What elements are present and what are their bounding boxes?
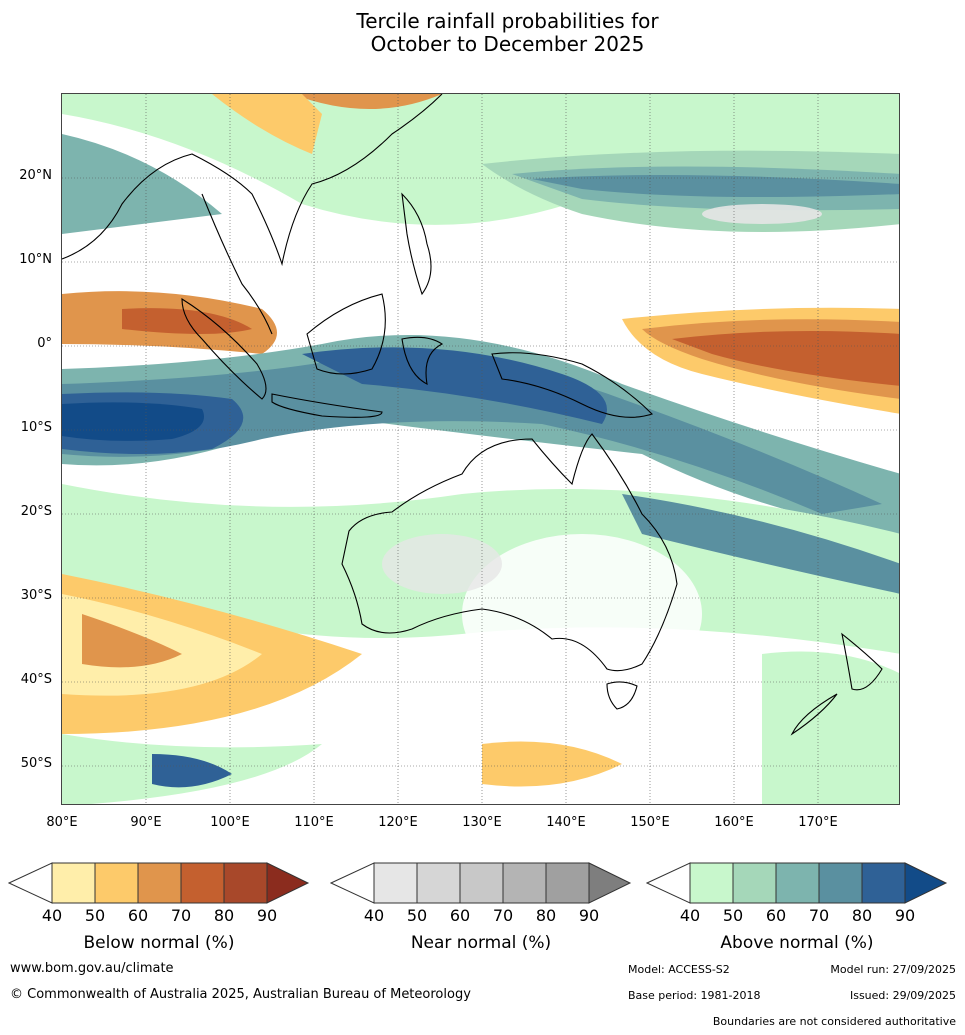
model-text: Model: ACCESS-S2	[628, 963, 730, 976]
colorbar-above-seg-1	[689, 862, 734, 904]
base-period-text: Base period: 1981-2018	[628, 989, 761, 1002]
colorbar-below-seg-1	[51, 862, 96, 904]
colorbar-near-seg-3	[459, 862, 504, 904]
lat-label-40s: 40°S	[20, 672, 52, 687]
lon-label-80e: 80°E	[46, 815, 78, 830]
colorbar-below-seg-5	[223, 862, 268, 904]
tasmania-outline	[606, 681, 638, 710]
new-zealand-outline	[790, 632, 883, 736]
lat-label-20n: 20°N	[19, 168, 52, 183]
lon-label-130e: 130°E	[462, 815, 502, 830]
title-line-1: Tercile rainfall probabilities for	[356, 9, 659, 33]
colorbar-above	[646, 862, 948, 904]
lon-label-140e: 140°E	[546, 815, 586, 830]
sumatra-outline	[181, 298, 267, 400]
below-tick-40: 40	[41, 906, 63, 925]
chart-title: Tercile rainfall probabilities for Octob…	[0, 10, 965, 56]
lat-label-10n: 10°N	[19, 252, 52, 267]
graticule	[62, 94, 899, 804]
coastlines	[62, 94, 883, 736]
lon-label-160e: 160°E	[714, 815, 754, 830]
below-tick-60: 60	[127, 906, 149, 925]
australia-outline	[341, 433, 678, 672]
asia-outline	[62, 94, 443, 267]
philippines-outline	[401, 192, 432, 296]
malay-peninsula-outline	[201, 193, 273, 335]
lat-label-50s: 50°S	[20, 756, 52, 771]
colorbar-near-seg-1	[373, 862, 418, 904]
website-link[interactable]: www.bom.gov.au/climate	[10, 961, 174, 976]
above-tick-60: 60	[765, 906, 787, 925]
colorbar-near	[330, 862, 632, 904]
model-run-text: Model run: 27/09/2025	[830, 963, 956, 976]
lat-label-10s: 10°S	[20, 420, 52, 435]
below-normal-label: Below normal (%)	[83, 933, 235, 953]
sulawesi-outline	[401, 336, 444, 385]
colorbar-above-seg-2	[732, 862, 777, 904]
colorbar-below-seg-6	[266, 862, 310, 904]
probability-field	[62, 94, 899, 804]
map-canvas	[62, 94, 899, 804]
colorbar-below	[8, 862, 310, 904]
colorbar-near-seg-2	[416, 862, 461, 904]
lon-label-110e: 110°E	[294, 815, 334, 830]
colorbar-below-seg-2	[94, 862, 139, 904]
title-line-2: October to December 2025	[370, 32, 645, 56]
colorbar-above-seg-6	[904, 862, 948, 904]
colorbar-above-seg-4	[818, 862, 863, 904]
new-guinea-outline	[491, 352, 654, 418]
colorbar-near-seg-5	[545, 862, 590, 904]
below-tick-70: 70	[170, 906, 192, 925]
below-tick-50: 50	[84, 906, 106, 925]
lon-label-120e: 120°E	[378, 815, 418, 830]
probability-map	[61, 93, 900, 805]
near-tick-60: 60	[449, 906, 471, 925]
borneo-outline	[306, 293, 386, 375]
colorbar-below-seg-3	[137, 862, 182, 904]
above-normal-label: Above normal (%)	[720, 933, 874, 953]
lat-label-20s: 20°S	[20, 504, 52, 519]
below-tick-90: 90	[256, 906, 278, 925]
lon-label-150e: 150°E	[630, 815, 670, 830]
lon-label-100e: 100°E	[210, 815, 250, 830]
disclaimer-text: Boundaries are not considered authoritat…	[712, 1015, 956, 1028]
near-normal-label: Near normal (%)	[410, 933, 552, 953]
colorbar-below-seg-4	[180, 862, 225, 904]
above-tick-50: 50	[722, 906, 744, 925]
above-tick-70: 70	[808, 906, 830, 925]
near-tick-70: 70	[492, 906, 514, 925]
below-tick-80: 80	[213, 906, 235, 925]
near-tick-40: 40	[363, 906, 385, 925]
java-outline	[271, 393, 383, 418]
colorbar-above-seg-5	[861, 862, 906, 904]
colorbar-near-seg-4	[502, 862, 547, 904]
copyright-text: © Commonwealth of Australia 2025, Austra…	[10, 987, 471, 1002]
issued-text: Issued: 29/09/2025	[849, 989, 956, 1002]
lat-label-30s: 30°S	[20, 588, 52, 603]
lat-label-0: 0°	[37, 336, 52, 351]
near-tick-50: 50	[406, 906, 428, 925]
colorbar-above-seg-3	[775, 862, 820, 904]
above-tick-80: 80	[851, 906, 873, 925]
lon-label-90e: 90°E	[130, 815, 162, 830]
colorbar-near-seg-6	[588, 862, 632, 904]
above-tick-40: 40	[679, 906, 701, 925]
near-tick-90: 90	[578, 906, 600, 925]
above-tick-90: 90	[894, 906, 916, 925]
lon-label-170e: 170°E	[798, 815, 838, 830]
near-tick-80: 80	[535, 906, 557, 925]
